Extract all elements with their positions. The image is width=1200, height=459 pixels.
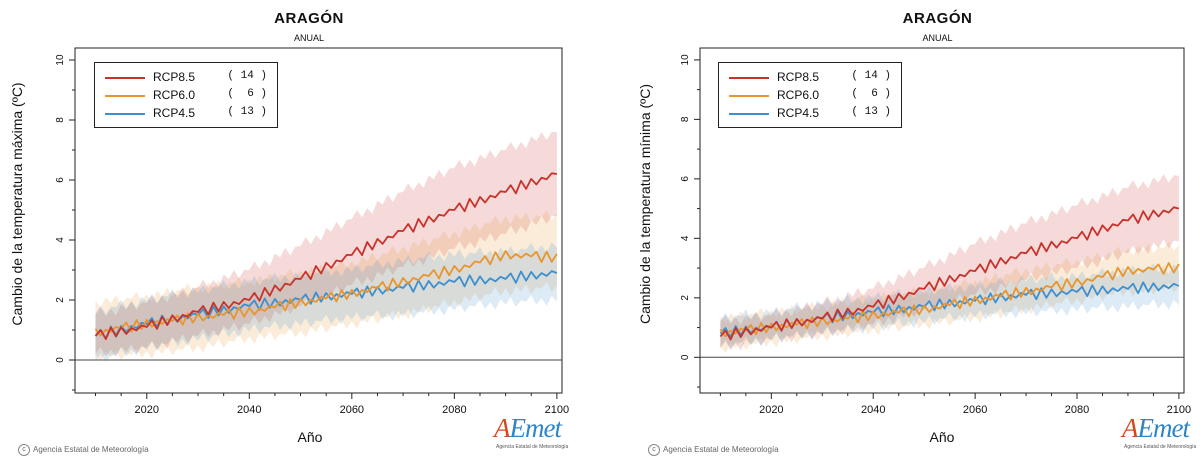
y-tick-label: 0 <box>55 357 66 363</box>
legend-label: RCP6.0 <box>777 88 820 102</box>
legend-item-rcp60: RCP6.0 ( 6 ) <box>719 88 901 104</box>
y-tick-label: 2 <box>55 297 66 303</box>
legend-label: RCP4.5 <box>153 106 196 120</box>
x-tick-label: 2060 <box>963 404 987 416</box>
chart-title: ARAGÓN <box>274 10 344 27</box>
legend-count: ( 6 ) <box>851 88 891 100</box>
legend-count: ( 14 ) <box>227 70 267 82</box>
y-axis-label: Cambio de la temperatura mínima (ºC) <box>637 83 653 325</box>
copyright-icon: c <box>648 444 660 456</box>
legend-swatch <box>729 95 769 97</box>
legend-count: ( 14 ) <box>851 70 891 82</box>
legend-count: ( 6 ) <box>227 88 267 100</box>
x-tick-label: 2100 <box>545 404 569 416</box>
legend-item-rcp85: RCP8.5 ( 14 ) <box>719 70 901 86</box>
series-band-rcp85 <box>95 132 557 357</box>
x-tick-label: 2040 <box>861 404 885 416</box>
x-tick-label: 2040 <box>237 404 261 416</box>
chart-panel-min: ARAGÓN ANUAL 0 2 4 6 8 10 2020 2040 2060 2080 2100… <box>600 0 1200 459</box>
chart-panel-max: ARAGÓN ANUAL 0 2 4 6 8 10 2020 2040 2060 2080 2100… <box>9 10 569 456</box>
series-line-rcp85 <box>94 172 558 341</box>
legend-swatch <box>105 113 145 115</box>
legend-label: RCP4.5 <box>777 106 820 120</box>
x-tick-label: 2080 <box>1065 404 1089 416</box>
chart-subtitle: ANUAL <box>293 33 324 43</box>
legend-item-rcp45: RCP4.5 ( 13 ) <box>95 106 277 122</box>
legend-swatch <box>729 113 769 115</box>
legend-label: RCP8.5 <box>153 70 196 84</box>
aemet-logo: AEmet Agencia Estatal de Meteorología <box>1122 413 1197 450</box>
y-tick-label: 4 <box>680 235 691 241</box>
chart-plot: 0 2 4 6 8 10 2020 2040 2060 2080 2100 <box>55 47 569 416</box>
legend-item-rcp45: RCP4.5 ( 13 ) <box>719 106 901 122</box>
y-tick-label: 0 <box>680 354 691 360</box>
y-tick-label: 10 <box>55 54 66 66</box>
y-tick-label: 6 <box>55 177 66 183</box>
chart-legend: RCP8.5 ( 14 ) RCP6.0 ( 6 ) RCP4.5 ( 13 ) <box>718 62 902 128</box>
chart-subtitle: ANUAL <box>922 33 953 43</box>
legend-swatch <box>729 77 769 79</box>
series-line-rcp85 <box>719 206 1180 341</box>
series-band-rcp60 <box>720 241 1179 354</box>
legend-swatch <box>105 77 145 79</box>
legend-item-rcp60: RCP6.0 ( 6 ) <box>95 88 277 104</box>
x-tick-label: 2020 <box>759 404 783 416</box>
y-tick-label: 8 <box>680 116 691 122</box>
legend-count: ( 13 ) <box>227 106 267 118</box>
series-line-rcp60 <box>94 249 558 337</box>
copyright-notice: c Agencia Estatal de Meteorología <box>18 444 149 456</box>
chart-plot: 0 2 4 6 8 10 2020 2040 2060 2080 2100 <box>680 47 1191 416</box>
x-axis-label: Año <box>297 429 323 445</box>
y-tick-label: 2 <box>680 295 691 301</box>
y-tick-label: 6 <box>680 176 691 182</box>
chart-legend: RCP8.5 ( 14 ) RCP6.0 ( 6 ) RCP4.5 ( 13 ) <box>94 62 278 128</box>
chart-title: ARAGÓN <box>902 10 973 27</box>
series-line-rcp60 <box>719 262 1180 338</box>
y-tick-label: 8 <box>55 117 66 123</box>
x-tick-label: 2080 <box>442 404 466 416</box>
x-tick-label: 2060 <box>340 404 364 416</box>
plot-frame <box>699 47 1185 394</box>
legend-label: RCP6.0 <box>153 88 196 102</box>
y-tick-label: 10 <box>680 54 691 66</box>
aemet-logo: AEmet Agencia Estatal de Meteorología <box>494 413 569 450</box>
x-tick-label: 2100 <box>1167 404 1191 416</box>
copyright-text: Agencia Estatal de Meteorología <box>663 445 779 455</box>
copyright-text: Agencia Estatal de Meteorología <box>33 445 149 455</box>
legend-count: ( 13 ) <box>851 106 891 118</box>
x-tick-label: 2020 <box>135 404 159 416</box>
y-axis-label: Cambio de la temperatura máxima (ºC) <box>9 82 25 326</box>
series-band-rcp85 <box>720 174 1179 351</box>
copyright-icon: c <box>18 444 30 456</box>
legend-item-rcp85: RCP8.5 ( 14 ) <box>95 70 277 86</box>
series-band-rcp60 <box>95 210 557 363</box>
legend-swatch <box>105 95 145 97</box>
legend-label: RCP8.5 <box>777 70 820 84</box>
x-axis-label: Año <box>929 429 955 445</box>
y-tick-label: 4 <box>55 237 66 243</box>
plot-frame <box>74 47 563 394</box>
copyright-notice: c Agencia Estatal de Meteorología <box>648 444 779 456</box>
